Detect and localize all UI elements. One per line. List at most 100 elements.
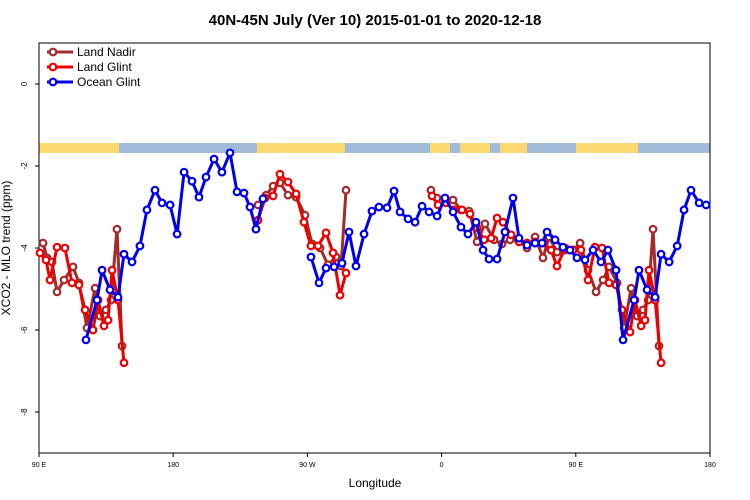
data-point: [97, 265, 107, 275]
legend-item: Ocean Glint: [47, 75, 141, 89]
data-point: [341, 268, 351, 278]
data-point: [486, 233, 496, 243]
data-point: [209, 154, 219, 164]
data-point: [52, 242, 62, 252]
data-point: [611, 265, 621, 275]
data-point: [427, 191, 437, 201]
data-point: [74, 280, 84, 290]
data-point: [650, 292, 660, 302]
data-point: [456, 222, 466, 232]
data-point: [45, 275, 55, 285]
y-tick-label: -4: [20, 244, 29, 252]
legend-item: Land Nadir: [47, 45, 136, 59]
data-point: [694, 198, 704, 208]
data-point: [550, 235, 560, 245]
data-point: [359, 229, 369, 239]
data-point: [258, 194, 268, 204]
land-band: [430, 143, 450, 153]
data-point: [113, 292, 123, 302]
data-point: [538, 253, 548, 263]
y-tick-label: -2: [20, 162, 29, 170]
data-point: [424, 207, 434, 217]
data-point: [92, 295, 102, 305]
data-point: [576, 245, 586, 255]
data-point: [686, 185, 696, 195]
data-point: [395, 207, 405, 217]
data-point: [112, 224, 122, 234]
data-point: [492, 254, 502, 264]
data-point: [172, 229, 182, 239]
data-point: [35, 248, 45, 258]
data-point: [52, 287, 62, 297]
data-point: [417, 201, 427, 211]
data-point: [389, 186, 399, 196]
x-tick-label: 180: [167, 462, 179, 469]
legend-marker: [48, 77, 58, 87]
land-band: [257, 143, 345, 153]
data-point: [232, 187, 242, 197]
land-band: [460, 143, 490, 153]
data-point: [626, 283, 636, 293]
data-point: [642, 285, 652, 295]
data-point: [448, 207, 458, 217]
data-point: [664, 257, 674, 267]
data-point: [656, 358, 666, 368]
data-point: [351, 261, 361, 271]
data-point: [194, 192, 204, 202]
data-point: [41, 255, 51, 265]
series-line: [38, 172, 663, 363]
data-point: [135, 241, 145, 251]
data-point: [463, 229, 473, 239]
data-point: [344, 227, 354, 237]
data-point: [432, 211, 442, 221]
data-point: [99, 321, 109, 331]
data-point: [618, 335, 628, 345]
legend-marker: [48, 47, 58, 57]
data-point: [157, 198, 167, 208]
data-point: [558, 242, 568, 252]
x-tick-label: 90 E: [32, 462, 47, 469]
data-point: [321, 263, 331, 273]
data-point: [245, 202, 255, 212]
data-point: [329, 262, 339, 272]
data-point: [546, 245, 556, 255]
data-point: [306, 241, 316, 251]
data-point: [337, 258, 347, 268]
legend-marker: [48, 62, 58, 72]
data-point: [514, 233, 524, 243]
data-point: [251, 224, 261, 234]
data-point: [225, 148, 235, 158]
data-point: [448, 195, 458, 205]
data-point: [239, 188, 249, 198]
data-point: [314, 278, 324, 288]
data-point: [283, 177, 293, 187]
data-point: [679, 205, 689, 215]
data-point: [552, 261, 562, 271]
legend-label: Ocean Glint: [77, 75, 141, 89]
data-point: [179, 167, 189, 177]
data-point: [640, 315, 650, 325]
data-point: [60, 243, 70, 253]
data-point: [306, 252, 316, 262]
data-point: [382, 203, 392, 213]
data-point: [572, 253, 582, 263]
data-point: [142, 205, 152, 215]
data-point: [127, 257, 137, 267]
data-point: [629, 295, 639, 305]
data-point: [403, 214, 413, 224]
data-point: [299, 217, 309, 227]
data-point: [522, 240, 532, 250]
data-point: [341, 185, 351, 195]
data-point: [119, 358, 129, 368]
data-point: [596, 257, 606, 267]
data-point: [530, 238, 540, 248]
data-point: [588, 245, 598, 255]
y-tick-label: 0: [20, 81, 29, 86]
data-point: [575, 238, 585, 248]
x-tick-label: 90 W: [299, 462, 316, 469]
data-point: [603, 245, 613, 255]
series-line: [84, 151, 707, 342]
data-point: [283, 190, 293, 200]
data-point: [583, 275, 593, 285]
